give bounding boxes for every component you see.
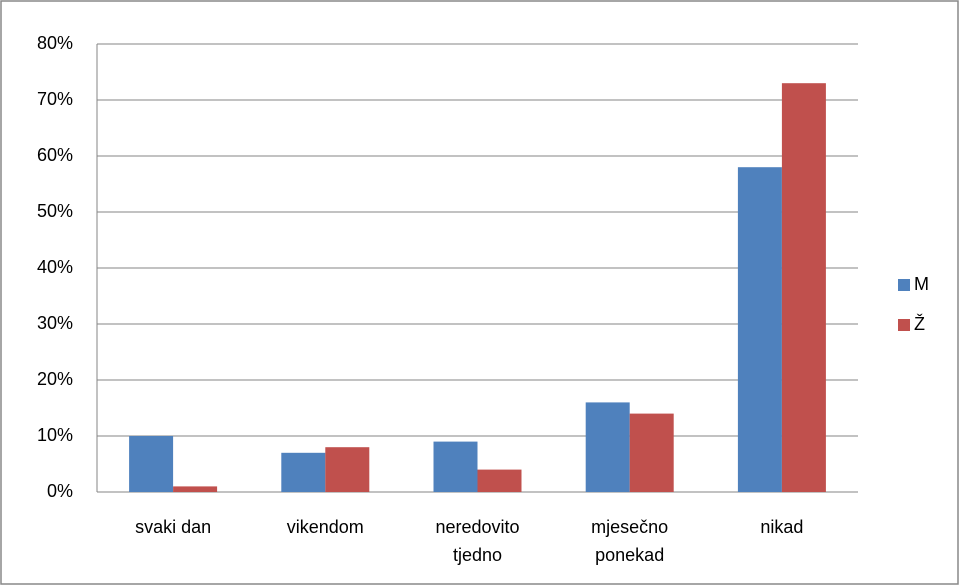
bar xyxy=(433,441,478,492)
y-tick-label: 10% xyxy=(37,425,73,445)
bar xyxy=(129,436,174,492)
x-tick-label: svaki dan xyxy=(135,517,212,537)
legend-label: Ž xyxy=(914,314,925,334)
y-tick-label: 70% xyxy=(37,89,73,109)
y-tick-label: 80% xyxy=(37,33,73,53)
bar xyxy=(781,83,826,492)
bar xyxy=(585,402,630,492)
x-tick-label: nikad xyxy=(760,517,804,537)
legend-label: M xyxy=(914,274,929,294)
y-tick-label: 20% xyxy=(37,369,73,389)
bar xyxy=(281,452,326,492)
bar xyxy=(173,486,218,492)
x-tick-label: neredovito tjedno xyxy=(435,517,520,565)
x-tick-label: vikendom xyxy=(286,517,364,537)
y-tick-label: 0% xyxy=(47,481,73,501)
legend-swatch xyxy=(898,319,910,331)
x-tick-label: mjesečno ponekad xyxy=(591,517,669,565)
bar xyxy=(325,447,370,492)
legend-swatch xyxy=(898,279,910,291)
bar xyxy=(629,413,674,492)
y-tick-label: 40% xyxy=(37,257,73,277)
bar xyxy=(737,167,782,492)
y-tick-label: 50% xyxy=(37,201,73,221)
y-tick-label: 30% xyxy=(37,313,73,333)
bar xyxy=(477,469,522,492)
y-tick-label: 60% xyxy=(37,145,73,165)
